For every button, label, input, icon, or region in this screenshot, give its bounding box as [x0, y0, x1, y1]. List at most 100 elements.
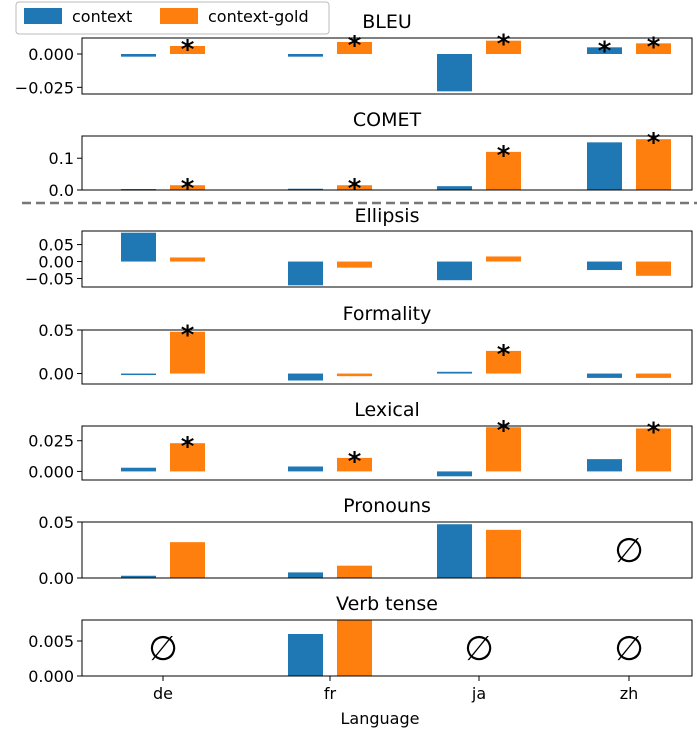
significance-star: * — [647, 128, 661, 158]
y-tick-label: 0.05 — [38, 513, 74, 532]
panel-frame — [81, 37, 693, 95]
bar-context-ja — [437, 371, 472, 374]
bar-context-fr — [288, 466, 323, 472]
panel-comet: COMET * * * * 0.1 0.0 — [49, 109, 693, 204]
bar-context-gold-de — [170, 46, 205, 54]
bar-context-zh — [587, 142, 622, 190]
bar-context-ja — [437, 524, 472, 578]
legend-label-context-gold: context-gold — [208, 7, 309, 26]
significance-star: * — [181, 35, 195, 65]
bar-context-gold-ja — [486, 350, 521, 374]
bar-context-zh — [587, 47, 622, 54]
y-tick-label: 0.000 — [28, 667, 74, 686]
panel-title: Lexical — [354, 399, 420, 421]
y-tick-label: 0.1 — [49, 149, 74, 168]
bar-context-gold-zh — [636, 428, 671, 472]
bar-context-ja — [437, 261, 472, 281]
panel-frame — [81, 329, 693, 385]
x-tick-label-de: de — [153, 684, 173, 703]
significance-star: * — [497, 340, 511, 370]
bar-context-fr — [288, 634, 323, 676]
bar-context-gold-fr — [337, 620, 372, 676]
y-tick-label: 0.000 — [28, 462, 74, 481]
bar-context-fr — [288, 572, 323, 578]
bar-context-gold-ja — [486, 40, 521, 54]
significance-star: * — [497, 141, 511, 171]
panel-title: COMET — [353, 109, 422, 131]
no-data-symbol: ∅ — [614, 629, 644, 669]
significance-star: * — [497, 30, 511, 60]
bar-context-gold-ja — [486, 427, 521, 472]
bar-context-gold-de — [170, 443, 205, 472]
panel-frame — [81, 521, 693, 579]
bar-context-fr — [288, 188, 323, 191]
x-axis-label: Language — [341, 709, 420, 728]
bar-context-fr — [288, 54, 323, 57]
panel-frame — [81, 135, 693, 191]
bar-context-gold-ja — [486, 151, 521, 190]
panel-frame — [81, 230, 693, 288]
significance-star: * — [181, 321, 195, 351]
bar-context-de — [121, 373, 156, 376]
panel-frame — [81, 425, 693, 481]
significance-star: * — [348, 31, 362, 61]
significance-star: * — [181, 432, 195, 462]
significance-star: * — [497, 416, 511, 446]
no-data-symbol: ∅ — [148, 629, 178, 669]
bar-context-de — [121, 232, 156, 262]
panel-title: Verb tense — [336, 593, 438, 615]
bar-context-de — [121, 467, 156, 472]
bar-context-ja — [437, 471, 472, 477]
bar-context-gold-zh — [636, 139, 671, 190]
bar-context-gold-de — [170, 331, 205, 374]
legend: context context-gold — [15, 1, 330, 35]
bar-context-fr — [288, 373, 323, 381]
panel-lexical: Lexical * * * * 0.025 0.000 — [28, 399, 693, 481]
legend-label-context: context — [72, 7, 132, 26]
x-tick-label-zh: zh — [620, 684, 639, 703]
panel-title: Ellipsis — [355, 205, 420, 227]
bar-context-zh — [587, 373, 622, 378]
bar-context-ja — [437, 54, 472, 92]
legend-swatch-context-gold — [160, 8, 198, 24]
panel-ellipsis: Ellipsis 0.050.00−0.05 — [25, 205, 693, 289]
panel-verb-tense: Verb tense ∅ ∅ ∅ 0.005 0.000 de fr ja zh — [28, 593, 693, 703]
significance-star: * — [647, 417, 661, 447]
y-tick-label: 0.05 — [38, 321, 74, 340]
y-tick-label: 0.00 — [38, 569, 74, 588]
bar-context-gold-de — [170, 542, 205, 578]
y-tick-label: 0.05 — [38, 236, 74, 255]
y-tick-label: 0.005 — [28, 632, 74, 651]
bar-context-gold-fr — [337, 42, 372, 54]
bar-context-gold-ja — [486, 529, 521, 578]
y-tick-label: 0.000 — [28, 45, 74, 64]
bar-context-gold-fr — [337, 261, 372, 268]
bar-context-zh — [587, 261, 622, 271]
legend-swatch-context — [24, 8, 62, 24]
bar-context-gold-ja — [486, 256, 521, 262]
bar-context-de — [121, 575, 156, 578]
bar-context-gold-fr — [337, 457, 372, 472]
bar-context-gold-de — [170, 257, 205, 262]
bar-context-gold-zh — [636, 43, 671, 54]
bar-context-zh — [587, 459, 622, 472]
bar-context-ja — [437, 186, 472, 190]
significance-star: * — [348, 174, 362, 204]
panel-bleu: BLEU** * * *0.000−0.025 — [15, 11, 693, 97]
y-tick-label: −0.025 — [15, 78, 74, 97]
significance-star: * — [181, 174, 195, 204]
bar-context-gold-fr — [337, 185, 372, 190]
significance-star: * — [647, 32, 661, 62]
panel-title: Pronouns — [343, 495, 431, 517]
significance-star: * — [598, 36, 612, 66]
no-data-symbol: ∅ — [464, 629, 494, 669]
bar-context-gold-fr — [337, 373, 372, 377]
bar-context-gold-de — [170, 185, 205, 190]
y-tick-label: 0.025 — [28, 432, 74, 451]
bar-context-gold-zh — [636, 373, 671, 378]
y-tick-label: −0.05 — [25, 270, 74, 289]
bar-context-de — [121, 54, 156, 57]
significance-star: * — [348, 447, 362, 477]
panel-frame — [81, 619, 693, 677]
